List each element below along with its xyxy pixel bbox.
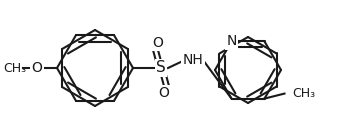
Text: S: S [156,61,166,76]
Text: NH: NH [183,53,204,67]
Text: O: O [153,36,164,50]
Text: CH₃: CH₃ [292,87,316,100]
Text: CH₃: CH₃ [4,61,27,74]
Text: O: O [159,86,170,100]
Text: O: O [32,61,42,75]
Text: N: N [226,34,237,48]
